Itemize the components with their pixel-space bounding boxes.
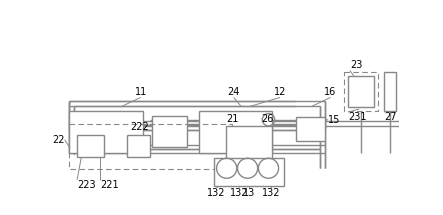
Bar: [69, 111, 143, 153]
Bar: [199, 111, 272, 153]
Bar: [348, 76, 374, 107]
Text: 21: 21: [226, 114, 238, 124]
Text: 11: 11: [135, 88, 147, 97]
Text: 132: 132: [207, 187, 226, 198]
Text: 221: 221: [100, 180, 119, 190]
Text: 23: 23: [350, 60, 362, 71]
Text: 222: 222: [130, 122, 148, 132]
Bar: [295, 117, 325, 141]
Text: 22: 22: [52, 135, 65, 145]
Bar: [214, 158, 284, 186]
Bar: [77, 135, 104, 157]
Bar: [69, 124, 232, 169]
Text: 27: 27: [384, 112, 396, 122]
Text: 231: 231: [348, 112, 367, 122]
Text: 13: 13: [243, 187, 255, 198]
Bar: [345, 72, 378, 111]
Bar: [127, 135, 150, 157]
Bar: [226, 126, 272, 168]
Text: 15: 15: [328, 115, 341, 125]
Text: 24: 24: [227, 88, 240, 97]
Text: 132: 132: [230, 187, 248, 198]
Text: 12: 12: [274, 88, 286, 97]
Text: 26: 26: [261, 114, 273, 124]
Text: 132: 132: [261, 187, 280, 198]
Bar: [152, 116, 187, 147]
Bar: [384, 72, 396, 111]
Text: 16: 16: [324, 88, 337, 97]
Text: 223: 223: [77, 180, 96, 190]
